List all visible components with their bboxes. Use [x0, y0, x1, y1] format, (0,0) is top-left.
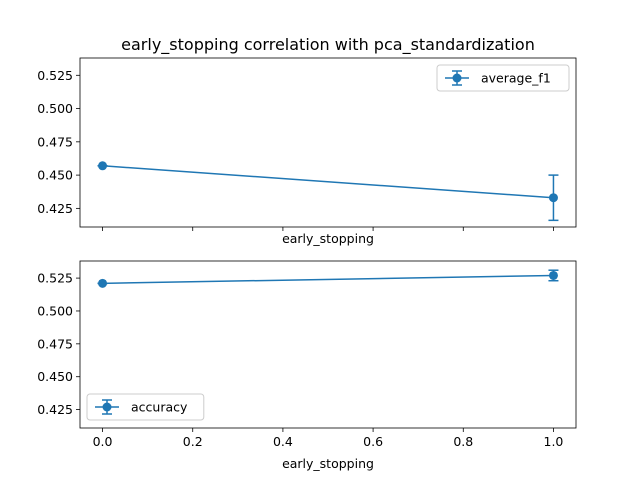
x-tick-label: 0.0 — [93, 434, 113, 449]
top-subplot: 0.425 0.450 0.475 0.500 0.525 early_stopping a… — [37, 57, 577, 246]
legend-box — [86, 393, 205, 421]
x-tick-label: 0.8 — [453, 434, 473, 449]
y-tick-label: 0.525 — [37, 68, 73, 83]
x-tick-label: 1.0 — [544, 434, 564, 449]
data-point — [548, 193, 558, 203]
y-tick-label: 0.450 — [37, 168, 73, 183]
legend-box — [436, 64, 570, 92]
bottom-subplot: 0.425 0.450 0.475 0.500 0.525 0.0 0.2 0.4 0.6 0.8… — [37, 260, 577, 471]
x-tick-label: 0.2 — [183, 434, 203, 449]
data-point — [98, 161, 108, 171]
legend-marker — [102, 402, 112, 412]
y-tick-label: 0.500 — [37, 303, 73, 318]
series-line — [102, 165, 554, 199]
y-tick-label: 0.525 — [37, 271, 73, 286]
y-tick-label: 0.425 — [37, 201, 73, 216]
x-tick-label: 0.4 — [273, 434, 293, 449]
y-tick-label: 0.425 — [37, 402, 73, 417]
axes-frame — [79, 57, 577, 228]
chart-title: early_stopping correlation with pca_stan… — [121, 35, 535, 55]
legend-label: accuracy — [131, 400, 188, 415]
legend-label: average_f1 — [481, 71, 551, 86]
legend-marker — [452, 73, 462, 83]
data-point — [98, 278, 108, 288]
x-axis-label: early_stopping — [282, 456, 374, 471]
y-tick-label: 0.500 — [37, 101, 73, 116]
axes-frame — [79, 260, 577, 429]
x-axis-label: early_stopping — [282, 231, 374, 246]
x-tick-label: 0.6 — [363, 434, 383, 449]
series-line — [102, 274, 554, 285]
y-tick-label: 0.475 — [37, 134, 73, 149]
y-tick-label: 0.475 — [37, 336, 73, 351]
y-tick-label: 0.450 — [37, 369, 73, 384]
data-point — [548, 270, 558, 280]
